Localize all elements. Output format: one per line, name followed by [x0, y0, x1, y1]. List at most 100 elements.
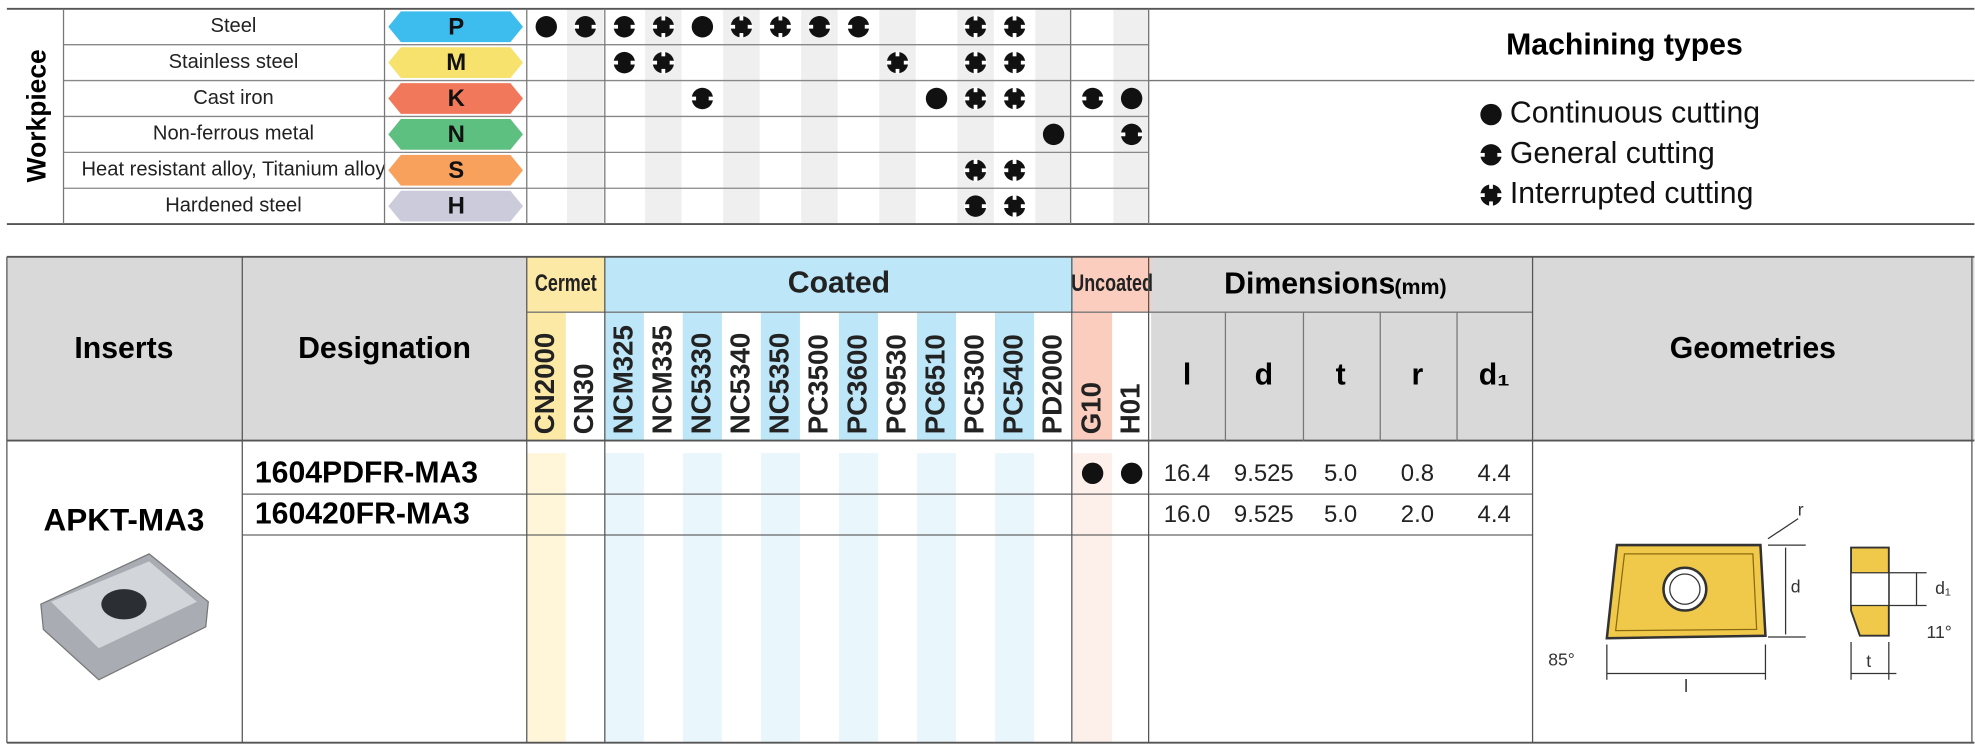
legend-item: General cutting	[1510, 137, 1715, 170]
symbol-disc	[652, 16, 675, 38]
group-header-bg	[604, 256, 1074, 313]
geometry-label: r	[1798, 500, 1804, 520]
symbol-notch	[973, 158, 978, 164]
usage-symbol	[1120, 462, 1143, 485]
grade-name: NC5340	[724, 333, 755, 435]
grade-name: PC9530	[880, 334, 911, 434]
insert-hole	[101, 589, 147, 620]
symbol-disc	[730, 16, 753, 38]
material-name: Cast iron	[193, 87, 274, 109]
usage-symbol	[886, 51, 909, 74]
symbol-notch	[973, 15, 978, 21]
usage-symbol	[652, 15, 675, 39]
usage-symbol	[1003, 15, 1026, 39]
symbol-disc	[1480, 144, 1502, 166]
material-tag	[388, 118, 523, 150]
symbol-notch	[1081, 96, 1087, 101]
geo-side-hole	[1850, 572, 1890, 607]
rule	[1767, 518, 1799, 540]
symbol-notch	[769, 24, 775, 29]
symbol-notch	[1137, 132, 1143, 137]
symbol-notch	[573, 24, 580, 29]
symbol-notch	[739, 33, 744, 39]
symbol-notch	[1020, 168, 1026, 173]
symbol-notch	[1497, 193, 1503, 198]
usage-symbol	[613, 16, 636, 38]
usage-symbol	[964, 158, 987, 182]
dim-header: d₁	[1479, 358, 1510, 391]
workpiece-label: Workpiece	[21, 49, 51, 182]
dim-header: t	[1336, 358, 1346, 391]
material-code: S	[448, 157, 464, 184]
material-name: Heat resistant alloy, Titanium alloy	[82, 159, 387, 181]
grade-column-bg	[760, 453, 800, 743]
symbol-notch	[1012, 212, 1017, 218]
usage-symbol	[808, 16, 831, 38]
material-name: Hardened steel	[165, 194, 301, 216]
grade-header-bg	[721, 312, 761, 441]
grade-header-bg	[838, 312, 878, 441]
grade-column-bg	[838, 453, 878, 743]
symbol-notch	[886, 60, 892, 65]
grade-column-bg	[526, 453, 566, 743]
symbol-notch	[661, 15, 666, 21]
symbol-disc	[847, 16, 870, 38]
group-header-bg	[526, 256, 605, 313]
insert-name: APKT-MA3	[44, 503, 205, 538]
symbol-notch	[739, 15, 744, 21]
symbol-notch	[661, 33, 666, 39]
grade-header-bg	[526, 312, 566, 441]
usage-symbol	[1003, 87, 1026, 110]
grade-header-bg	[565, 312, 605, 441]
symbol-notch	[778, 33, 783, 39]
geometry-label: d	[1791, 577, 1801, 597]
grade-header-bg	[760, 312, 800, 441]
symbol-notch	[1012, 87, 1017, 93]
symbol-notch	[973, 68, 978, 74]
symbol-disc	[691, 87, 714, 110]
symbol-notch	[1012, 194, 1017, 200]
symbol-notch	[1497, 152, 1503, 157]
geometries-header: Geometries	[1670, 332, 1836, 365]
unit-header: (mm)	[1394, 275, 1446, 299]
material-tag	[388, 83, 523, 114]
legend-item: Continuous cutting	[1510, 97, 1760, 130]
symbol-notch	[708, 96, 714, 101]
dimension-value: 9.525	[1234, 460, 1294, 487]
symbol-notch	[730, 24, 736, 29]
symbol-notch	[1012, 104, 1017, 110]
geometry-label: 11°	[1927, 622, 1952, 642]
usage-symbol	[691, 16, 714, 38]
material-tag	[388, 11, 523, 43]
usage-symbol	[730, 15, 753, 39]
usage-symbol	[613, 51, 636, 74]
grade-header-bg	[1034, 312, 1074, 441]
symbol-notch	[847, 24, 853, 29]
material-code: M	[446, 49, 466, 76]
usage-symbol	[1003, 51, 1026, 74]
symbol-notch	[981, 204, 987, 209]
grade-header-bg	[917, 312, 957, 441]
symbol-disc	[1480, 103, 1502, 126]
usage-symbol	[964, 15, 987, 39]
grade-name: PC5400	[998, 334, 1029, 434]
grade-column-bg	[682, 453, 722, 743]
symbol-notch	[1003, 96, 1009, 101]
symbol-notch	[652, 24, 658, 29]
usage-symbol	[964, 195, 987, 217]
grade-header-bg	[1073, 312, 1113, 441]
symbol-notch	[613, 60, 619, 65]
symbol-notch	[786, 24, 792, 29]
usage-symbol	[652, 51, 675, 74]
grade-name: PC6510	[919, 334, 950, 434]
material-tag	[388, 190, 523, 222]
grade-name: PD2000	[1037, 334, 1068, 434]
designation-header: Designation	[298, 332, 471, 365]
symbol-notch	[1489, 183, 1493, 189]
material-code: K	[448, 85, 466, 112]
symbol-disc	[1480, 184, 1502, 206]
symbol-disc	[964, 159, 987, 181]
symbol-disc	[691, 16, 714, 38]
symbol-disc	[1120, 123, 1143, 146]
